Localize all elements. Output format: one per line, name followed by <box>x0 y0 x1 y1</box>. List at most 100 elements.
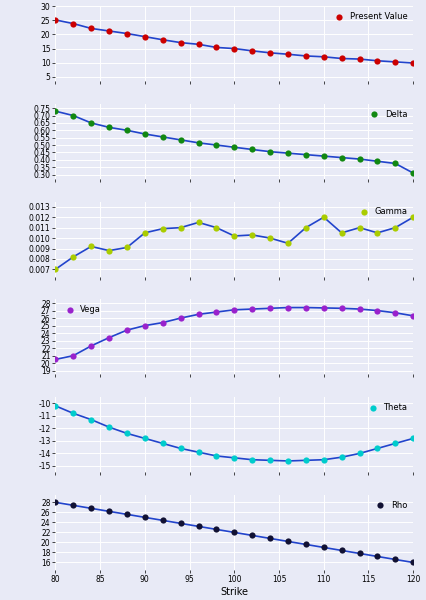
Point <box>159 132 166 142</box>
Point <box>410 58 417 68</box>
Point <box>320 542 327 552</box>
Point <box>231 453 238 463</box>
Point <box>213 43 220 52</box>
Point <box>320 303 327 313</box>
Legend: Vega: Vega <box>60 304 103 316</box>
Point <box>88 341 95 351</box>
Point <box>70 19 77 28</box>
Point <box>302 150 309 160</box>
Point <box>52 401 59 410</box>
Point <box>392 439 399 448</box>
X-axis label: Strike: Strike <box>220 587 248 596</box>
Point <box>213 307 220 317</box>
Point <box>302 303 309 313</box>
Point <box>392 554 399 564</box>
Point <box>392 308 399 317</box>
Point <box>141 321 148 331</box>
Legend: Gamma: Gamma <box>354 206 409 218</box>
Point <box>195 448 202 457</box>
Point <box>338 228 345 238</box>
Point <box>392 223 399 232</box>
Point <box>338 545 345 555</box>
Point <box>106 422 112 432</box>
Point <box>88 23 95 33</box>
Point <box>285 49 291 59</box>
Point <box>249 530 256 540</box>
Legend: Rho: Rho <box>370 499 409 511</box>
Point <box>338 452 345 462</box>
Point <box>88 503 95 513</box>
Point <box>356 223 363 232</box>
Point <box>320 151 327 161</box>
Point <box>410 168 417 178</box>
Point <box>285 238 291 248</box>
Point <box>338 304 345 313</box>
Point <box>392 158 399 168</box>
Point <box>70 351 77 361</box>
Point <box>374 228 381 238</box>
Point <box>106 26 112 36</box>
Point <box>410 557 417 567</box>
Point <box>231 305 238 314</box>
Point <box>249 304 256 314</box>
Point <box>52 15 59 25</box>
Point <box>285 456 291 466</box>
Point <box>195 138 202 148</box>
Point <box>159 224 166 233</box>
Point <box>285 148 291 158</box>
Point <box>159 318 166 328</box>
Legend: Delta: Delta <box>364 108 409 120</box>
Point <box>213 223 220 232</box>
Point <box>141 434 148 443</box>
Point <box>88 415 95 424</box>
Point <box>159 35 166 44</box>
Point <box>249 145 256 154</box>
Point <box>338 153 345 163</box>
Point <box>106 333 112 343</box>
Point <box>177 313 184 323</box>
Point <box>302 455 309 465</box>
Point <box>374 443 381 453</box>
Point <box>124 325 130 335</box>
Point <box>124 509 130 519</box>
Point <box>267 147 273 157</box>
Point <box>195 521 202 531</box>
Point <box>88 242 95 251</box>
Point <box>356 304 363 314</box>
Point <box>141 228 148 238</box>
Point <box>356 154 363 164</box>
Point <box>302 223 309 232</box>
Point <box>410 434 417 443</box>
Point <box>410 311 417 320</box>
Point <box>124 29 130 38</box>
Point <box>70 111 77 121</box>
Point <box>374 56 381 65</box>
Point <box>213 524 220 534</box>
Point <box>70 500 77 510</box>
Point <box>320 52 327 62</box>
Point <box>374 306 381 316</box>
Point <box>285 536 291 546</box>
Point <box>410 212 417 222</box>
Point <box>374 157 381 166</box>
Point <box>124 125 130 135</box>
Point <box>213 140 220 150</box>
Point <box>70 409 77 418</box>
Point <box>231 142 238 152</box>
Point <box>267 233 273 243</box>
Point <box>159 515 166 525</box>
Point <box>374 551 381 561</box>
Point <box>249 455 256 464</box>
Legend: Present Value: Present Value <box>329 10 409 22</box>
Point <box>249 230 256 240</box>
Point <box>302 51 309 61</box>
Point <box>320 212 327 222</box>
Point <box>195 218 202 227</box>
Point <box>177 443 184 453</box>
Point <box>356 449 363 458</box>
Point <box>141 512 148 522</box>
Point <box>177 223 184 232</box>
Point <box>302 539 309 549</box>
Point <box>70 252 77 262</box>
Point <box>52 106 59 116</box>
